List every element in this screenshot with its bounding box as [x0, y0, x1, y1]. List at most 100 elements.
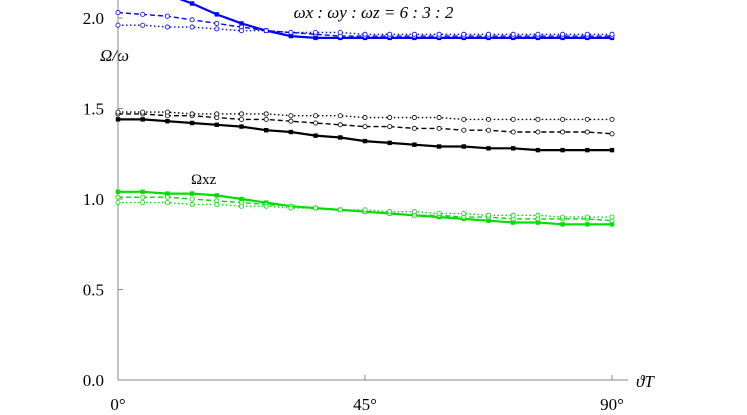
data-point: [411, 31, 417, 37]
data-point: [362, 31, 368, 37]
data-point: [387, 31, 393, 37]
data-point: [189, 196, 195, 202]
y-tick-label: 2.0: [83, 9, 104, 28]
data-point: [214, 201, 220, 207]
y-tick-label: 0.5: [83, 281, 104, 300]
series-line-green-dotted: [118, 201, 612, 218]
y-tick-label: 0.0: [83, 371, 104, 390]
data-point: [461, 144, 466, 149]
data-point: [288, 205, 294, 211]
data-point: [115, 117, 121, 122]
x-tick-label: 45°: [353, 395, 377, 414]
data-point: [560, 116, 566, 122]
data-point: [609, 222, 615, 227]
data-point: [115, 10, 121, 16]
data-point: [436, 115, 442, 121]
data-point: [214, 20, 220, 26]
series-line-blue-dotted: [118, 24, 612, 35]
data-point: [189, 111, 195, 117]
data-point: [585, 147, 590, 153]
data-point: [584, 116, 590, 122]
data-point: [164, 109, 170, 115]
data-point: [140, 189, 145, 194]
data-point: [115, 200, 121, 206]
data-point: [411, 115, 417, 121]
series-line-green-dashed: [118, 196, 613, 222]
omega-xz-annotation: Ωxz: [191, 172, 217, 188]
data-point: [214, 111, 220, 117]
data-point: [337, 113, 343, 119]
data-point: [338, 135, 343, 140]
data-point: [362, 138, 368, 144]
data-point: [189, 120, 195, 126]
data-point: [189, 24, 195, 30]
data-point: [412, 142, 417, 147]
data-point: [535, 116, 541, 122]
data-point: [387, 124, 393, 130]
data-point: [165, 191, 170, 196]
data-point: [238, 28, 244, 34]
data-point: [461, 31, 467, 37]
data-point: [165, 118, 170, 124]
data-point: [115, 22, 121, 28]
data-point: [486, 146, 491, 151]
data-point: [238, 111, 244, 117]
x-axis-label: ϑT: [636, 372, 654, 391]
data-point: [288, 33, 294, 39]
data-point: [264, 128, 269, 133]
data-point: [461, 127, 467, 133]
data-point: [411, 209, 417, 215]
data-point: [411, 125, 417, 131]
data-point: [337, 207, 343, 213]
data-point: [238, 116, 244, 122]
x-tick-label: 90°: [600, 395, 624, 414]
data-point: [485, 31, 491, 37]
data-point: [510, 212, 516, 218]
data-point: [436, 125, 442, 131]
data-point: [609, 214, 615, 220]
data-point: [560, 129, 566, 135]
data-point: [313, 120, 319, 126]
data-point: [560, 214, 566, 220]
data-point: [140, 194, 146, 200]
data-point: [189, 191, 195, 196]
data-point: [189, 201, 195, 207]
data-point: [164, 200, 170, 206]
data-point: [584, 31, 590, 37]
data-point: [485, 212, 491, 218]
data-point: [609, 131, 615, 137]
data-point: [140, 11, 146, 17]
data-point: [288, 113, 294, 119]
data-point: [510, 31, 516, 37]
series-line-black-dashed: [118, 113, 613, 135]
data-point: [511, 220, 516, 225]
data-point: [486, 218, 491, 223]
data-point: [263, 203, 269, 209]
data-point: [214, 193, 219, 198]
data-point: [263, 111, 269, 117]
data-point: [164, 24, 170, 30]
data-point: [585, 222, 590, 227]
data-point: [115, 109, 121, 115]
data-point: [609, 147, 615, 153]
data-point: [584, 129, 590, 135]
data-point: [140, 109, 146, 115]
data-point: [164, 13, 170, 19]
data-point: [214, 26, 220, 32]
data-point: [510, 116, 516, 122]
data-point: [535, 129, 541, 135]
data-point: [560, 222, 565, 227]
data-point: [313, 35, 318, 41]
data-point: [239, 21, 244, 26]
data-point: [436, 144, 442, 149]
data-point: [288, 118, 294, 124]
data-point: [164, 194, 170, 200]
data-point: [535, 147, 541, 153]
data-point: [140, 22, 146, 28]
data-point: [313, 133, 318, 138]
data-point: [362, 124, 368, 130]
y-axis-label: Ω/ω: [100, 46, 130, 65]
data-point: [239, 196, 244, 202]
data-point: [485, 127, 491, 133]
